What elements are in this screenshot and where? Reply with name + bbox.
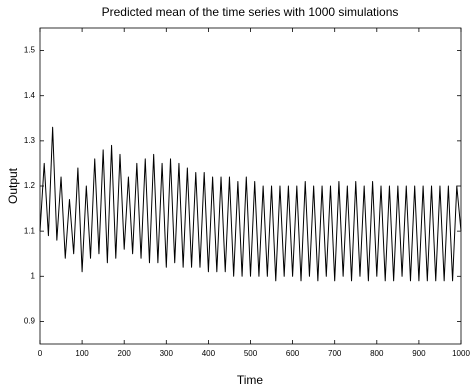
x-tick-label: 600 xyxy=(286,349,300,358)
x-tick-label: 300 xyxy=(160,349,174,358)
y-tick-label: 1.2 xyxy=(24,181,36,190)
x-tick-label: 100 xyxy=(75,349,89,358)
x-tick-label: 0 xyxy=(38,349,43,358)
x-axis-label: Time xyxy=(237,373,264,387)
x-tick-label: 1000 xyxy=(452,349,470,358)
y-tick-label: 0.9 xyxy=(24,317,36,326)
y-tick-label: 1.3 xyxy=(24,136,36,145)
y-tick-label: 1 xyxy=(31,271,36,280)
x-tick-label: 400 xyxy=(202,349,216,358)
y-axis-label: Output xyxy=(6,167,20,204)
x-tick-label: 800 xyxy=(370,349,384,358)
y-tick-label: 1.4 xyxy=(24,91,36,100)
x-tick-label: 900 xyxy=(412,349,426,358)
y-tick-label: 1.5 xyxy=(24,46,36,55)
series-line xyxy=(39,126,462,282)
x-tick-label: 200 xyxy=(118,349,132,358)
chart-title: Predicted mean of the time series with 1… xyxy=(102,5,399,19)
y-tick-label: 1.1 xyxy=(24,226,36,235)
x-tick-label: 500 xyxy=(244,349,258,358)
x-tick-label: 700 xyxy=(328,349,342,358)
